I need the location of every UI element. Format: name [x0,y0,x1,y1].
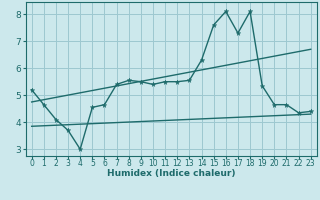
X-axis label: Humidex (Indice chaleur): Humidex (Indice chaleur) [107,169,236,178]
